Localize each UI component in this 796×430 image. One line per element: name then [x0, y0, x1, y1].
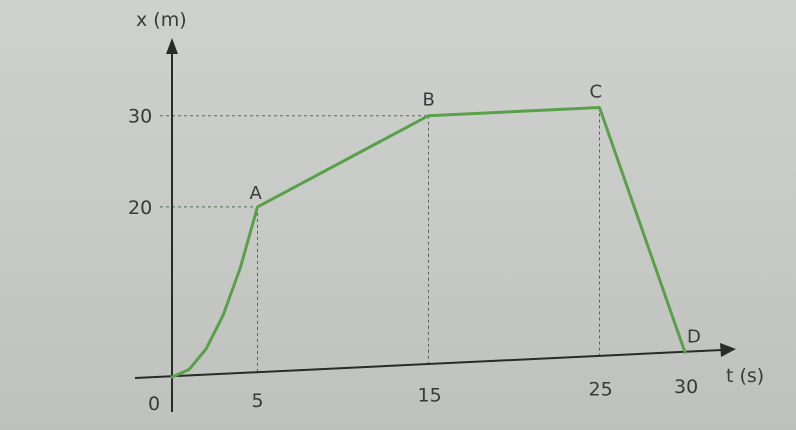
y-axis-arrow-icon	[166, 38, 178, 54]
x-axis-arrow-icon	[720, 343, 736, 357]
x-tick-label: 30	[674, 376, 698, 398]
y-axis-label: x (m)	[136, 9, 187, 31]
point-label-c: C	[590, 81, 603, 102]
x-tick-label: 5	[252, 390, 264, 412]
point-label-a: A	[250, 183, 263, 204]
axes	[134, 38, 736, 412]
tick-labels: 5 15 25 30 30 20	[128, 106, 698, 412]
y-tick-label: 30	[128, 106, 152, 128]
point-labels: A B C D	[250, 81, 701, 347]
point-label-b: B	[423, 90, 435, 111]
x-tick-label: 15	[418, 384, 442, 406]
point-label-d: D	[687, 326, 701, 347]
origin-label: 0	[148, 393, 160, 415]
y-tick-label: 20	[128, 197, 152, 219]
guide-lines	[160, 107, 600, 373]
series-line	[170, 106, 687, 379]
x-axis-line	[134, 349, 723, 379]
x-axis-label: t (s)	[726, 365, 764, 387]
x-tick-label: 25	[589, 379, 613, 401]
